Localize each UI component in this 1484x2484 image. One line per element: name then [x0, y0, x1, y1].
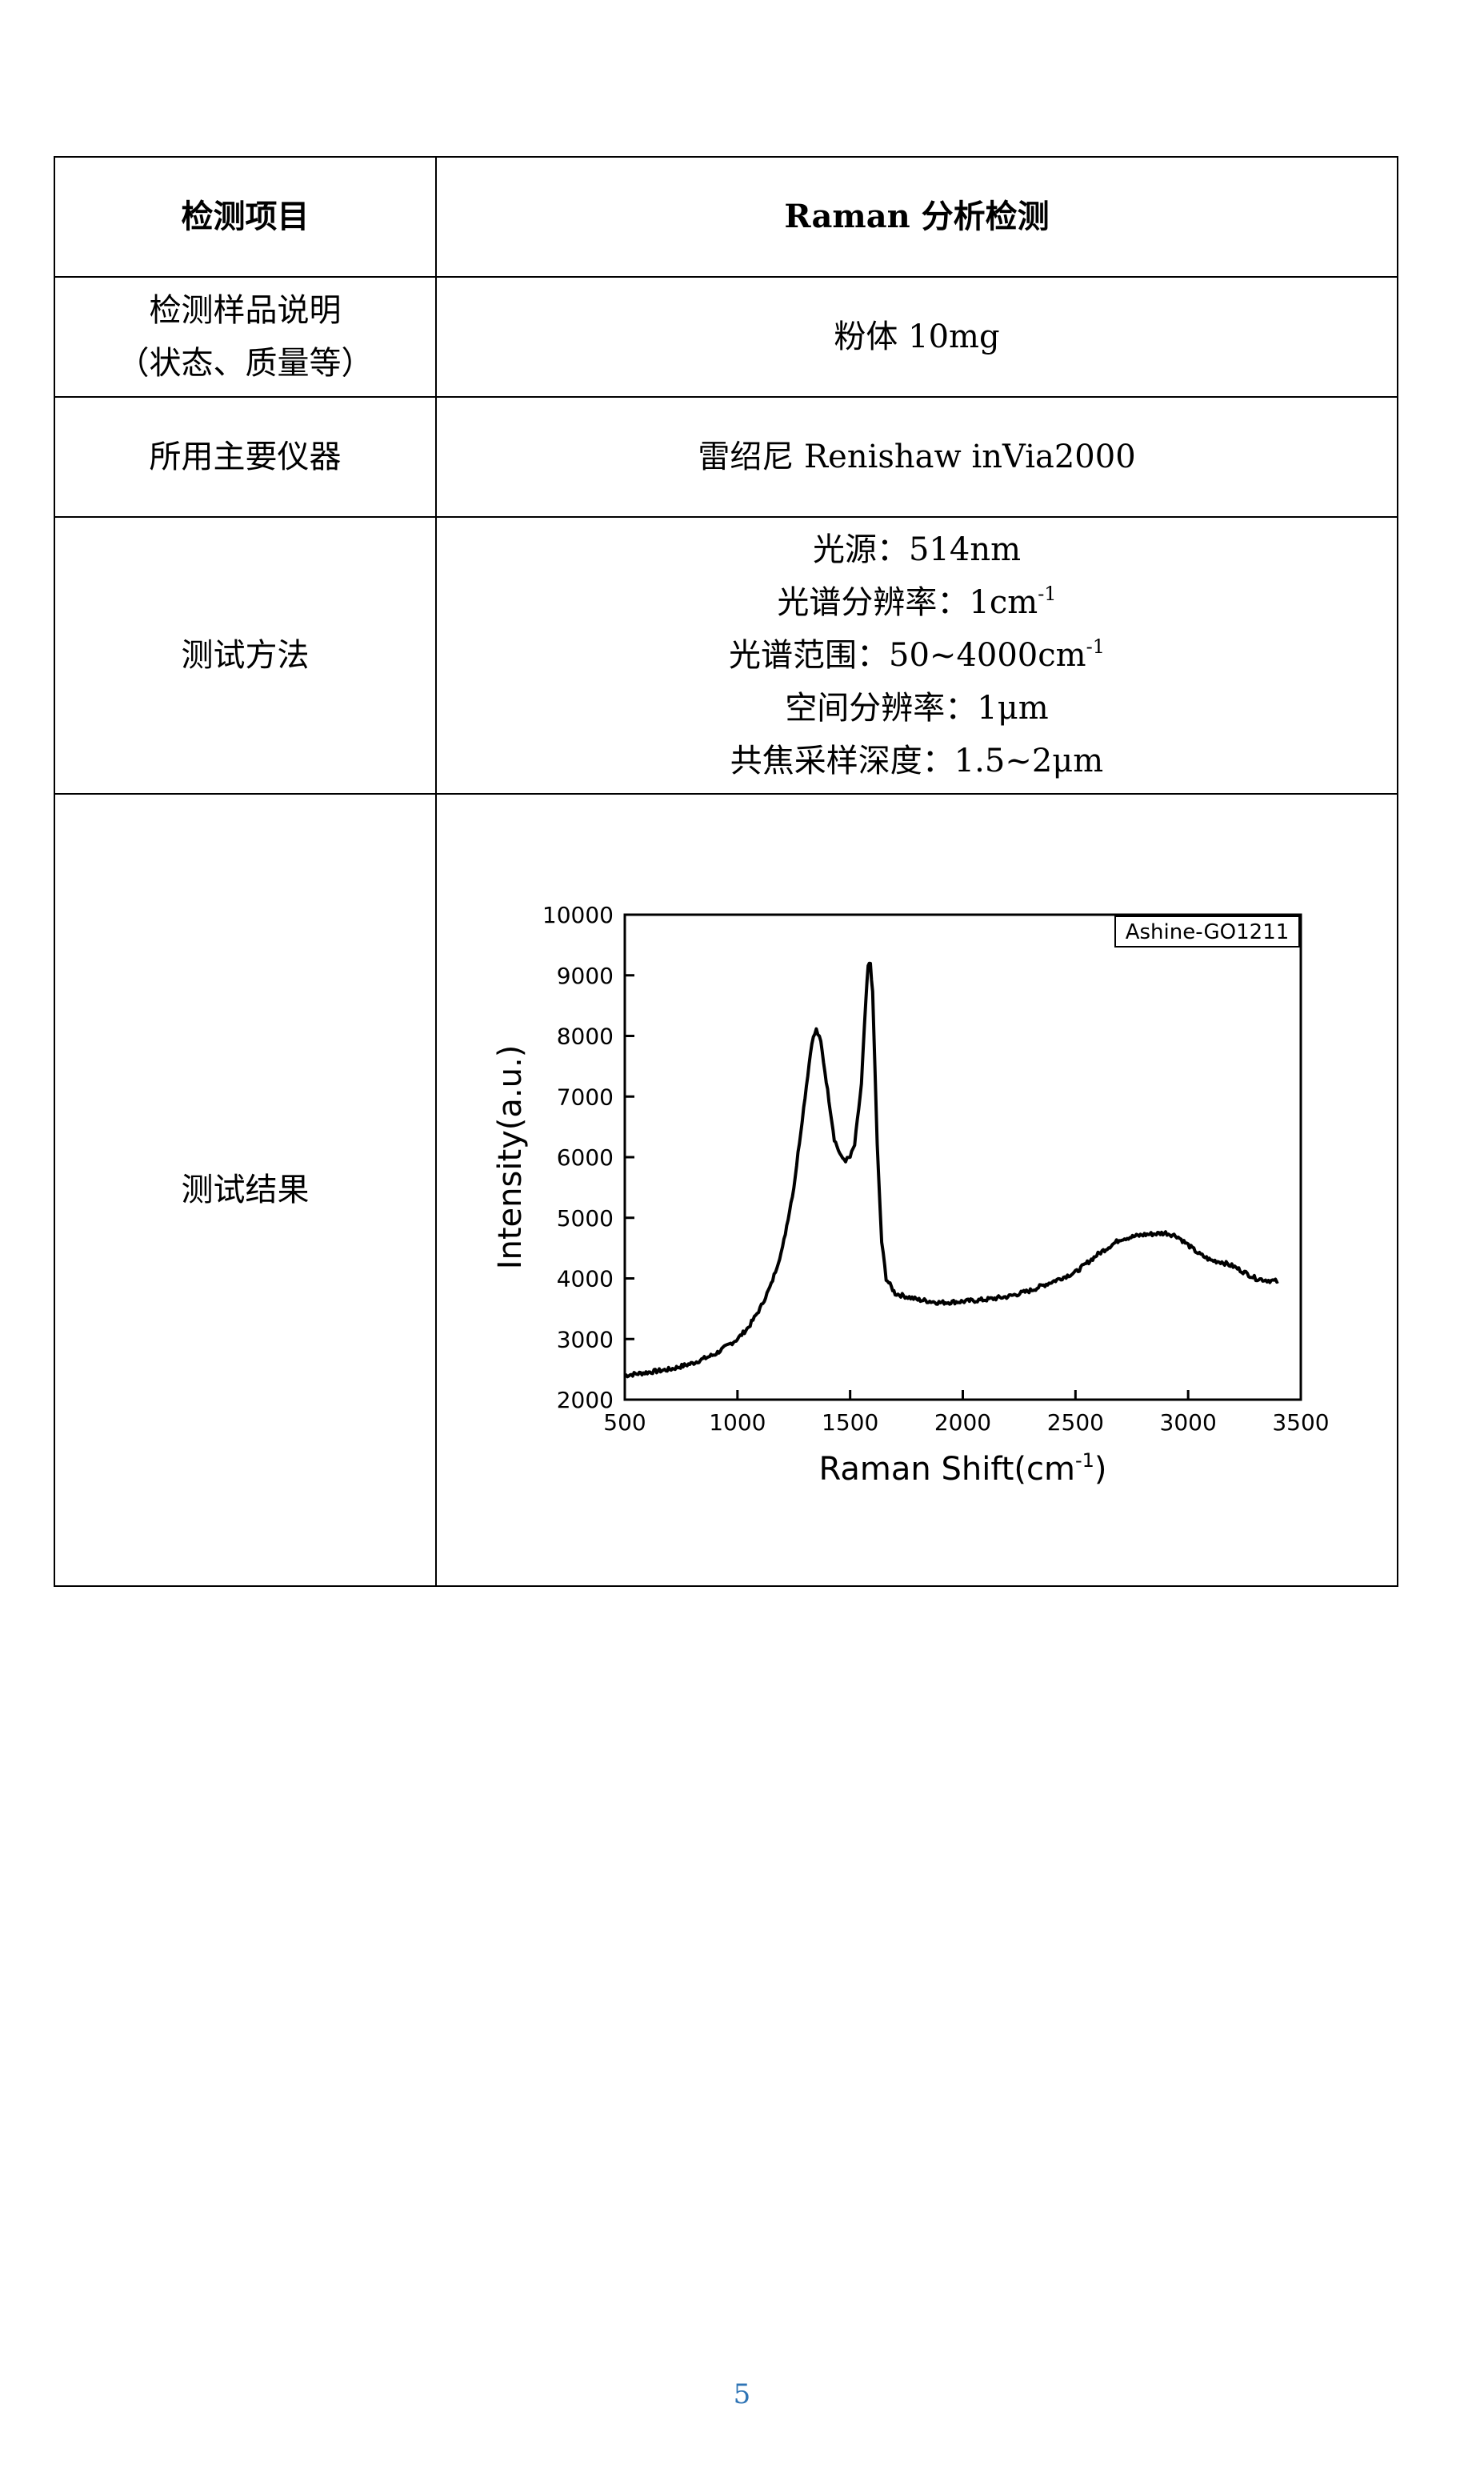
legend-label: Ashine-GO1211 [1126, 920, 1290, 944]
method-line: 空间分辨率：1μm [437, 682, 1397, 735]
y-tick-label: 9000 [557, 963, 614, 989]
instrument-row: 所用主要仪器 雷绍尼 Renishaw inVia2000 [54, 396, 1398, 518]
method-line: 光谱范围：50~4000cm-1 [437, 629, 1397, 682]
y-axis-label: Intensity(a.u.) [492, 1045, 529, 1270]
method-line-text: 共焦采样深度：1.5~2μm [730, 743, 1104, 779]
page-number: 5 [733, 2378, 751, 2410]
y-tick-label: 3000 [557, 1326, 614, 1352]
spectrum-line [624, 961, 1279, 1379]
method-label-cell: 测试方法 [54, 516, 437, 795]
result-label-cell: 测试结果 [54, 793, 437, 1587]
header-label-cell: 检测项目 [54, 156, 437, 278]
raman-spectrum-chart: 500 1000 1500 2000 2500 3000 3500 2000 3000 4000 5… [492, 902, 1330, 1488]
x-tick-label: 3000 [1160, 1409, 1217, 1436]
table-header-row: 检测项目 Raman 分析检测 [54, 156, 1398, 278]
instrument-label-cell: 所用主要仪器 [54, 396, 437, 518]
sample-value-cell: 粉体 10mg [435, 276, 1398, 398]
y-tick-label: 7000 [557, 1084, 614, 1110]
x-tick-label: 3500 [1272, 1409, 1329, 1436]
sample-label-cell: 检测样品说明 （状态、质量等） [54, 276, 437, 398]
header-value-cell: Raman 分析检测 [435, 156, 1398, 278]
x-tick-label: 2500 [1047, 1409, 1104, 1436]
x-tick-label: 1000 [709, 1409, 766, 1436]
report-table: 检测项目 Raman 分析检测 检测样品说明 （状态、质量等） 粉体 10mg … [54, 156, 1398, 1587]
method-line: 共焦采样深度：1.5~2μm [437, 735, 1397, 787]
method-line-text: 光源：514nm [812, 531, 1022, 568]
method-line-text: 光谱范围：50~4000cm [729, 637, 1086, 674]
result-row: 测试结果 500 1000 1500 2000 2500 3000 3500 2000 3000… [54, 793, 1398, 1587]
x-tick-label: 2000 [934, 1409, 991, 1436]
method-line: 光谱分辨率：1cm-1 [437, 576, 1397, 629]
method-line-sup: -1 [1086, 635, 1105, 658]
method-line: 光源：514nm [437, 523, 1397, 576]
method-value-cell: 光源：514nm 光谱分辨率：1cm-1 光谱范围：50~4000cm-1 空间… [435, 516, 1398, 795]
y-tick-label: 4000 [557, 1266, 614, 1292]
y-tick-label: 2000 [557, 1387, 614, 1413]
method-line-text: 光谱分辨率：1cm [777, 584, 1038, 621]
result-chart-cell: 500 1000 1500 2000 2500 3000 3500 2000 3000 4000 5… [435, 793, 1398, 1587]
x-tick-label: 500 [603, 1409, 646, 1436]
y-tick-label: 10000 [542, 902, 614, 928]
x-tick-label: 1500 [822, 1409, 878, 1436]
legend-box [1114, 915, 1300, 948]
sample-row: 检测样品说明 （状态、质量等） 粉体 10mg [54, 276, 1398, 398]
instrument-value-cell: 雷绍尼 Renishaw inVia2000 [435, 396, 1398, 518]
sample-label-line2: （状态、质量等） [117, 345, 374, 382]
x-axis-label: Raman Shift(cm-1) [819, 1449, 1107, 1488]
method-row: 测试方法 光源：514nm 光谱分辨率：1cm-1 光谱范围：50~4000cm… [54, 516, 1398, 795]
y-tick-label: 5000 [557, 1205, 614, 1232]
sample-label-line1: 检测样品说明 [149, 292, 342, 329]
method-line-text: 空间分辨率：1μm [785, 690, 1049, 727]
method-line-sup: -1 [1038, 583, 1057, 605]
y-tick-label: 8000 [557, 1024, 614, 1050]
raman-chart-container: 500 1000 1500 2000 2500 3000 3500 2000 3000 4000 5… [437, 795, 1398, 1585]
y-tick-label: 6000 [557, 1144, 614, 1171]
plot-frame [623, 913, 1302, 1401]
